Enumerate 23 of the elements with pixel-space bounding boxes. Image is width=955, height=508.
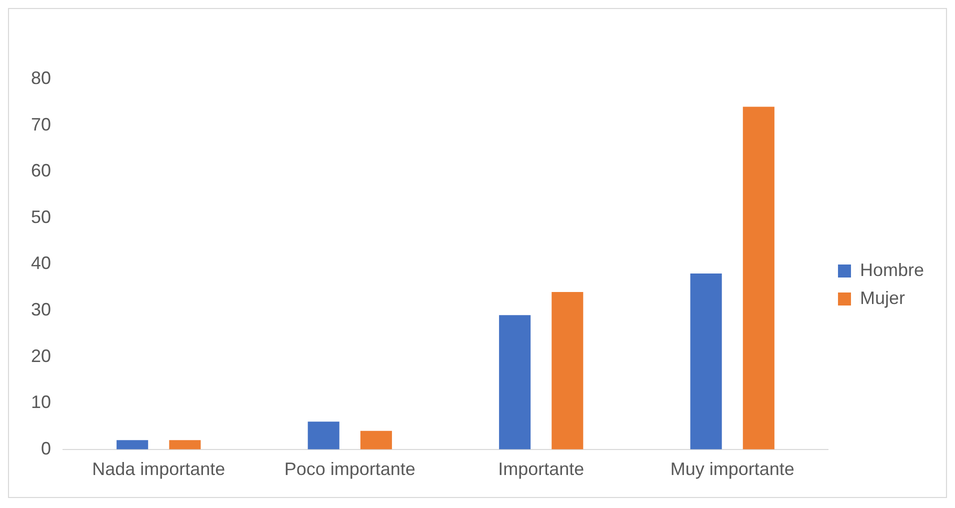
bar: [308, 422, 340, 450]
bar: [169, 440, 201, 450]
bar: [499, 315, 531, 450]
bar: [552, 292, 584, 450]
x-tick-label: Nada importante: [92, 459, 226, 480]
bar: [116, 440, 148, 450]
y-tick-label: 10: [30, 392, 52, 412]
y-tick-label: 50: [30, 206, 52, 227]
y-tick-label: 20: [30, 346, 52, 366]
y-tick-label: 0: [41, 438, 52, 458]
y-tick-label: 70: [30, 114, 52, 134]
y-tick-label: 60: [30, 160, 52, 181]
y-tick-label: 80: [30, 68, 52, 88]
y-tick-label: 40: [30, 253, 52, 274]
x-tick-label: Poco importante: [284, 459, 416, 480]
bar: [690, 273, 722, 450]
x-tick-label: Muy importante: [670, 459, 794, 480]
bar: [742, 106, 774, 450]
legend-label: Mujer: [860, 288, 905, 308]
bar: [360, 430, 392, 450]
legend-label: Hombre: [860, 260, 924, 280]
x-tick-label: Importante: [498, 459, 584, 480]
y-tick-label: 30: [30, 299, 52, 320]
